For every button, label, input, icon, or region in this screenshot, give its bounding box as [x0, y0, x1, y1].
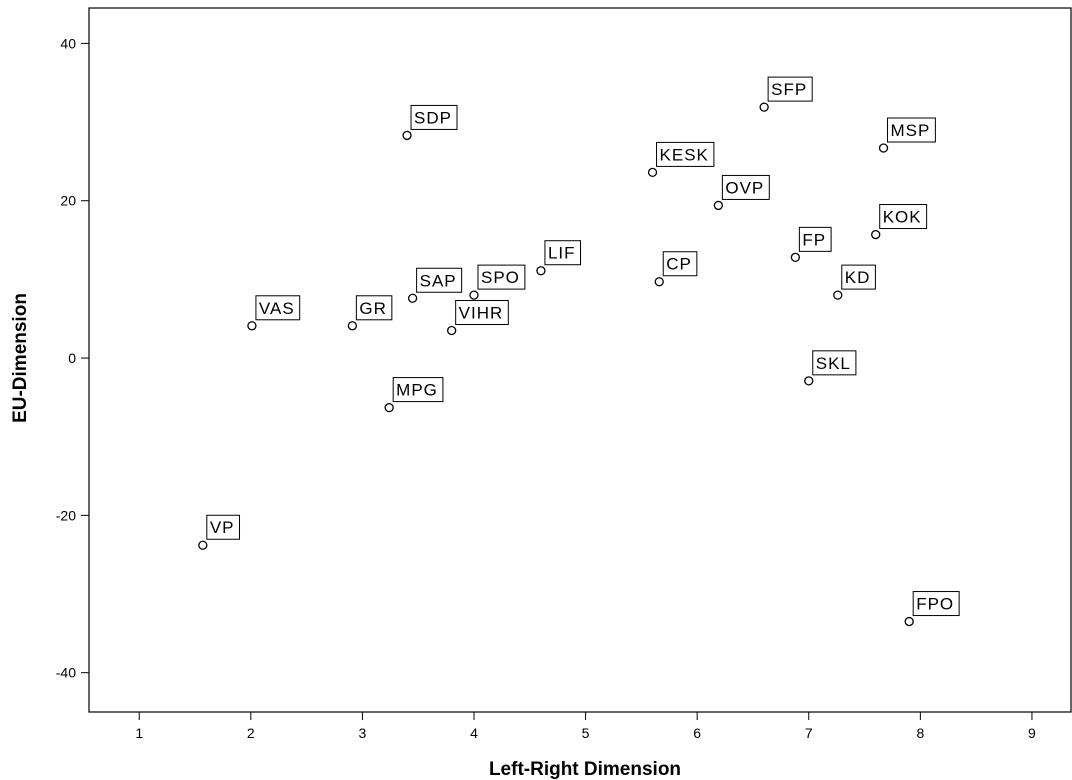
data-point — [536, 266, 546, 276]
data-point-group: SAP — [407, 267, 463, 303]
data-point — [833, 290, 843, 300]
data-point-group: SDP — [402, 104, 458, 141]
x-tick-label: 5 — [582, 725, 590, 741]
x-tick-label: 8 — [916, 725, 924, 741]
point-label-box — [767, 76, 813, 102]
data-point — [247, 321, 257, 331]
x-tick-label: 2 — [247, 725, 255, 741]
data-point-group: OVP — [713, 174, 770, 211]
y-tick-label: 20 — [60, 193, 76, 209]
point-label: KD — [845, 268, 871, 287]
y-tick-label: 0 — [68, 350, 76, 366]
x-tick-label: 3 — [358, 725, 366, 741]
point-label-box — [544, 240, 582, 266]
point-label-box — [206, 514, 241, 540]
data-point — [447, 325, 457, 336]
data-point-group: GR — [347, 295, 393, 331]
point-label: MSP — [891, 121, 931, 140]
point-label: KOK — [883, 208, 922, 227]
data-point — [713, 200, 724, 211]
point-label: SFP — [771, 80, 807, 99]
point-label: SDP — [414, 108, 452, 127]
data-point — [347, 321, 358, 331]
data-point — [904, 616, 914, 627]
data-point-group: MPG — [384, 377, 444, 413]
data-point — [804, 376, 814, 386]
data-point — [384, 402, 394, 413]
point-label: SAP — [420, 271, 457, 290]
data-point — [647, 167, 658, 178]
x-tick-label: 4 — [470, 725, 478, 741]
data-point-group: VIHR — [447, 300, 509, 336]
point-label: GR — [359, 299, 387, 318]
data-point-group: SKL — [804, 350, 857, 386]
point-label: SPO — [481, 268, 520, 287]
point-label-box — [392, 377, 444, 403]
point-label-box — [662, 251, 698, 277]
data-point-group: LIF — [536, 240, 582, 276]
point-label: MPG — [396, 381, 438, 400]
y-tick-label: -20 — [56, 507, 76, 523]
point-label-box — [255, 295, 301, 321]
point-label: FP — [802, 230, 826, 249]
point-label-box — [477, 264, 526, 290]
x-axis-title: Left-Right Dimension — [489, 759, 681, 780]
plot-area — [88, 7, 1072, 713]
point-label: FPO — [916, 595, 954, 614]
plot-frame — [88, 7, 1072, 713]
point-label-box — [455, 300, 509, 326]
axis-ticks: 1 2 3 4 5 6 7 8 9 -40 -20 0 20 40 — [56, 35, 1036, 741]
point-label: VP — [210, 518, 235, 537]
data-point — [469, 290, 479, 300]
point-label: OVP — [725, 178, 764, 197]
point-label-box — [879, 204, 928, 230]
point-label-box — [812, 350, 857, 376]
x-tick-label: 6 — [693, 725, 701, 741]
data-point-group: MSP — [878, 117, 936, 153]
data-point — [407, 293, 418, 303]
data-point-group: SFP — [759, 76, 813, 112]
point-label-box — [410, 104, 458, 130]
x-tick-label: 1 — [135, 725, 143, 741]
point-label: VAS — [259, 299, 295, 318]
data-point-group: KOK — [871, 204, 928, 240]
point-label: SKL — [816, 354, 851, 373]
data-point — [871, 229, 881, 240]
data-point-group: FP — [790, 226, 832, 262]
data-point — [878, 143, 889, 153]
point-label-box — [798, 226, 832, 252]
point-label-box — [841, 264, 876, 290]
data-point — [654, 277, 664, 287]
data-point-group: KD — [833, 264, 876, 300]
data-point-group: KESK — [647, 141, 715, 178]
data-point — [198, 540, 208, 550]
data-point — [790, 252, 801, 262]
point-label: CP — [666, 255, 692, 274]
point-label: LIF — [548, 244, 576, 263]
data-point-group: VP — [198, 514, 241, 550]
y-axis-title: EU-Dimension — [10, 293, 31, 423]
y-tick-label: -40 — [56, 665, 76, 681]
data-point-group: SPO — [469, 264, 526, 300]
data-point-group: CP — [654, 251, 698, 287]
point-label-box — [912, 591, 960, 617]
data-point — [759, 102, 769, 112]
point-label-box — [887, 117, 936, 143]
data-point-group: FPO — [904, 591, 960, 627]
y-tick-label: 40 — [60, 35, 76, 51]
point-label: VIHR — [459, 304, 504, 323]
point-label-box — [416, 267, 463, 293]
point-label-box — [355, 295, 393, 321]
x-tick-label: 7 — [805, 725, 813, 741]
point-label-box — [656, 141, 715, 167]
point-label: KESK — [660, 145, 709, 164]
data-point-group: VAS — [247, 295, 301, 331]
data-point — [402, 130, 412, 141]
x-tick-label: 9 — [1028, 725, 1036, 741]
point-label-box — [721, 174, 770, 200]
